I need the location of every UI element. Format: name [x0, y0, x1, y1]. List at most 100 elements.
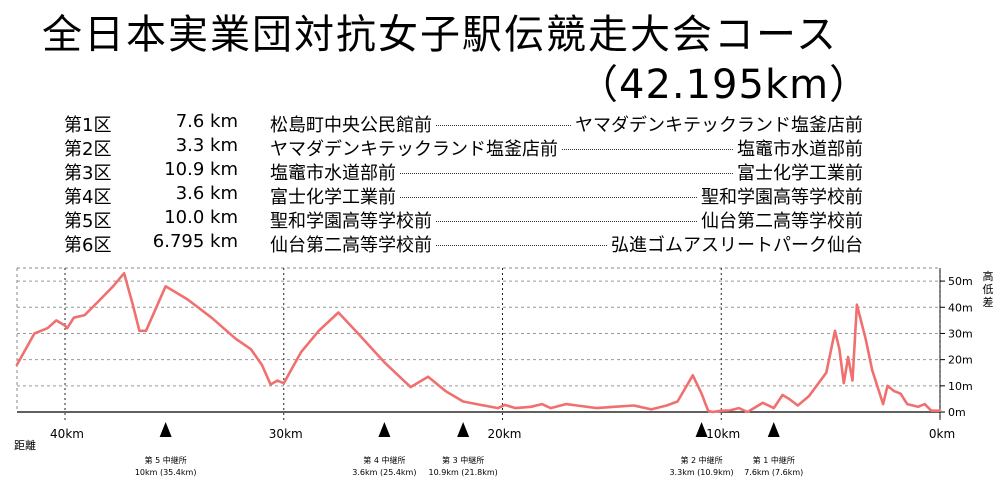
elevation-point: [711, 411, 714, 413]
elevation-series-line: [15, 271, 942, 414]
relay-station-marker: [695, 422, 708, 437]
y-tick-label: 50m: [948, 275, 973, 288]
y-tick-label: 0m: [948, 406, 966, 419]
leg-name: 第6区: [64, 235, 112, 256]
elevation-point: [847, 356, 849, 358]
leg-route: ヤマダデンキテックランド塩釜店前 塩竈市水道部前: [270, 135, 863, 161]
leg-row: 第1区 7.6 km 松島町中央公民館前 ヤマダデンキテックランド塩釜店前: [0, 111, 1000, 137]
leg-row: 第4区 3.6 km 富士化学工業前 聖和学園高等学校前: [0, 183, 1000, 208]
relay-station-marker: [378, 422, 391, 437]
elevation-point: [145, 330, 147, 332]
relay-station-detail: 3.6km (25.4km): [352, 468, 416, 477]
elevation-point: [851, 379, 854, 382]
elevation-point: [250, 348, 252, 350]
elevation-point: [46, 327, 49, 329]
leg-start: ヤマダデンキテックランド塩釜店前: [270, 139, 558, 160]
elevation-point: [930, 410, 932, 412]
leg-route: 塩竈市水道部前 富士化学工業前: [270, 159, 863, 185]
elevation-point: [939, 410, 941, 412]
elevation-point: [707, 410, 709, 412]
leg-start: 富士化学工業前: [270, 187, 396, 208]
page-subtitle: （42.195km）: [578, 62, 871, 108]
elevation-point: [84, 314, 86, 316]
elevation-point: [112, 285, 114, 287]
elevation-point: [692, 374, 694, 376]
leg-name: 第4区: [64, 187, 112, 208]
elevation-point: [33, 332, 35, 335]
leader-dots: [400, 172, 733, 174]
elevation-point: [856, 304, 858, 306]
y-tick-label: 20m: [948, 354, 973, 367]
x-tick-label: 20km: [488, 427, 522, 441]
elevation-point: [773, 407, 775, 409]
relay-station-marker: [457, 422, 470, 437]
leg-row: 第2区 3.3 km ヤマダデンキテックランド塩釜店前 塩竈市水道部前: [0, 135, 1000, 161]
elevation-point: [665, 404, 668, 407]
elevation-point: [186, 298, 189, 301]
elevation-point: [843, 382, 845, 384]
elevation-point: [762, 402, 764, 404]
leg-start: 聖和学園高等学校前: [270, 211, 432, 232]
elevation-point: [261, 364, 263, 366]
leader-dots: [400, 196, 697, 198]
leader-dots: [436, 124, 571, 126]
leg-name: 第2区: [64, 139, 112, 160]
relay-station-name: 第 4 中継所: [363, 455, 405, 465]
elevation-point: [825, 372, 827, 374]
elevation-point: [900, 393, 902, 395]
x-tick-label: 30km: [269, 427, 303, 441]
leg-start: 仙台第二高等学校前: [270, 235, 432, 256]
leg-route: 聖和学園高等学校前 仙台第二高等学校前: [270, 207, 863, 233]
leg-name: 第5区: [64, 211, 112, 232]
elevation-point: [445, 390, 447, 392]
elevation-point: [746, 411, 749, 413]
leg-distance: 10.9 km: [164, 159, 238, 180]
y-axis-label-char: 低: [983, 283, 994, 296]
elevation-point: [738, 407, 740, 409]
leg-start: 松島町中央公民館前: [270, 115, 432, 136]
elevation-point: [838, 348, 840, 350]
elevation-point: [788, 398, 790, 400]
relay-station-detail: 3.3km (10.9km): [669, 468, 733, 477]
elevation-point: [55, 319, 57, 321]
elevation-point: [462, 400, 464, 403]
y-tick-label: 40m: [948, 301, 973, 314]
leg-row: 第5区 10.0 km 聖和学園高等学校前 仙台第二高等学校前: [0, 207, 1000, 233]
leg-row: 第6区 6.795 km 仙台第二高等学校前 弘進ゴムアスリートパーク仙台: [0, 231, 1000, 256]
elevation-point: [906, 403, 908, 405]
elevation-point: [917, 406, 919, 408]
relay-station-name: 第 3 中継所: [442, 455, 484, 465]
elevation-point: [210, 317, 213, 319]
y-axis-label-char: 差: [983, 295, 994, 309]
elevation-point: [270, 383, 272, 386]
elevation-point: [550, 407, 552, 409]
elevation-point: [808, 395, 810, 397]
elevation-point: [595, 407, 598, 409]
y-axis-label-char: 高: [983, 269, 994, 283]
relay-station-detail: 7.6km (7.6km): [744, 468, 803, 477]
leg-finish: 富士化学工業前: [737, 163, 863, 184]
elevation-point: [480, 404, 482, 406]
leg-row: 第3区 10.9 km 塩竈市水道部前 富士化学工業前: [0, 159, 1000, 185]
leader-dots: [436, 244, 607, 246]
leg-finish: 聖和学園高等学校前: [701, 187, 863, 208]
leg-finish: 塩竈市水道部前: [737, 139, 863, 160]
leader-dots: [562, 148, 733, 150]
elevation-point: [318, 330, 320, 332]
elevation-point: [613, 406, 615, 408]
elevation-point: [16, 364, 18, 366]
leg-route: 松島町中央公民館前 ヤマダデンキテックランド塩釜店前: [270, 111, 863, 137]
y-tick-label: 10m: [948, 380, 973, 393]
leg-distance: 3.3 km: [175, 135, 238, 156]
elevation-point: [165, 285, 167, 287]
elevation-point: [132, 304, 134, 306]
elevation-point: [720, 410, 722, 412]
elevation-point: [504, 404, 506, 406]
elevation-point: [283, 382, 285, 384]
elevation-point: [73, 317, 75, 319]
elevation-point: [576, 404, 578, 407]
elevation-point: [357, 332, 359, 335]
relay-station-name: 第 1 中継所: [753, 455, 795, 465]
elevation-point: [291, 366, 294, 369]
